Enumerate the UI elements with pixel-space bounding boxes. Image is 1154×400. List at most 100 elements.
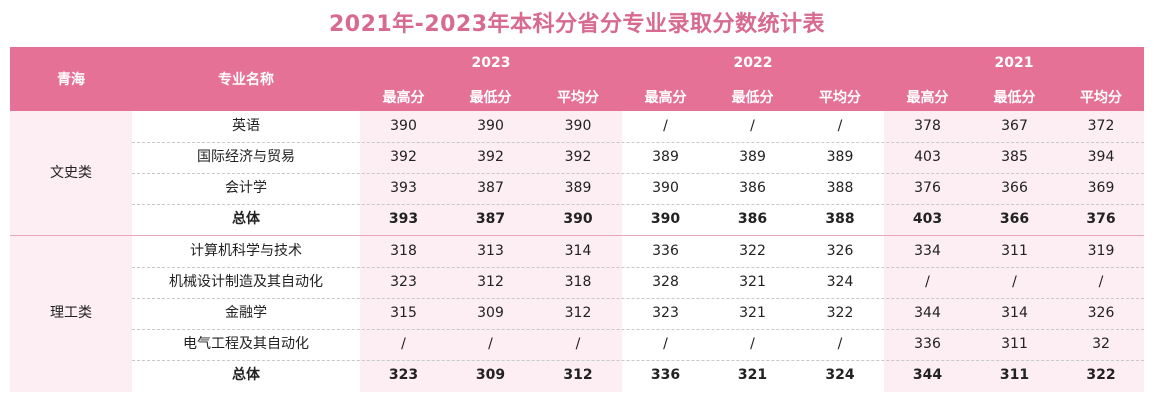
score-cell: 344 [914, 305, 941, 321]
table-row: 机械设计制造及其自动化 323 312 318 328 321 324 / / / [10, 267, 1144, 298]
score-cell: 393 [388, 211, 419, 227]
major-cell: 英语 [232, 118, 260, 134]
score-cell: 393 [390, 180, 417, 196]
score-cell: 389 [739, 149, 766, 165]
score-cell: 366 [999, 211, 1030, 227]
score-cell: 336 [650, 367, 681, 383]
score-cell: 389 [652, 149, 679, 165]
score-cell: / [1012, 274, 1017, 290]
score-cell: / [837, 118, 843, 134]
score-cell: 376 [914, 180, 941, 196]
category-label: 文史类 [50, 165, 92, 181]
score-cell: 366 [1001, 180, 1028, 196]
score-cell: 336 [652, 243, 679, 259]
category-label: 理工类 [50, 305, 92, 321]
score-cell: 322 [1086, 367, 1116, 383]
table-row: 计算机科学与技术 318 313 314 336 322 326 334 311 319 [10, 236, 1144, 267]
score-cell: 385 [1001, 149, 1028, 165]
score-cell: 315 [390, 305, 417, 321]
header-2022-avg: 平均分 [819, 90, 861, 106]
score-cell: / [1098, 274, 1104, 290]
score-cell: 326 [826, 243, 854, 259]
table-row: 电气工程及其自动化 / / / / / / 336 311 32 [10, 329, 1144, 360]
score-cell: 392 [564, 149, 592, 165]
score-cell: 387 [475, 211, 506, 227]
score-cell: 336 [914, 336, 941, 352]
table-header: 青海 专业名称 2023 2022 2021 最高分 最低分 平均分 最高分 最… [10, 47, 1144, 111]
score-cell: 321 [739, 305, 766, 321]
score-cell: / [663, 336, 668, 352]
major-cell: 计算机科学与技术 [190, 243, 302, 259]
score-cell: 386 [739, 180, 766, 196]
header-2021-avg: 平均分 [1080, 90, 1122, 106]
header-year-2022: 2022 [733, 55, 773, 71]
score-cell: 392 [390, 149, 417, 165]
score-cell: 309 [475, 367, 506, 383]
score-cell: 322 [739, 243, 766, 259]
score-cell: 323 [390, 274, 417, 290]
score-cell: 311 [999, 367, 1030, 383]
major-cell: 总体 [232, 211, 260, 227]
score-cell: 403 [914, 149, 941, 165]
table-row: 英语 390 390 390 / / / 378 367 372 [10, 111, 1144, 142]
major-cell: 国际经济与贸易 [197, 149, 295, 165]
score-cell: 372 [1087, 118, 1115, 134]
score-cell: 314 [1001, 305, 1028, 321]
score-cell: 318 [564, 274, 592, 290]
score-cell: 392 [477, 149, 504, 165]
score-cell: 323 [388, 367, 419, 383]
score-cell: 326 [1087, 305, 1115, 321]
score-cell: 390 [390, 118, 417, 134]
score-cell: 312 [564, 305, 592, 321]
major-cell: 金融学 [225, 305, 267, 321]
year-2021-band [884, 111, 1144, 392]
score-cell: 390 [650, 211, 681, 227]
header-2023-min: 最低分 [469, 90, 512, 106]
table-row: 国际经济与贸易 392 392 392 389 389 389 403 385 394 [10, 142, 1144, 173]
score-cell: 386 [737, 211, 768, 227]
row-divider [132, 360, 1144, 361]
score-cell: 328 [652, 274, 679, 290]
score-cell: / [401, 336, 406, 352]
score-cell: 389 [564, 180, 592, 196]
major-cell: 总体 [232, 367, 260, 383]
header-2023-max: 最高分 [382, 90, 425, 106]
table-row: 金融学 315 309 312 323 321 322 344 314 326 [10, 298, 1144, 329]
score-cell: 378 [914, 118, 941, 134]
major-cell: 会计学 [225, 180, 267, 196]
score-cell: 321 [737, 367, 768, 383]
row-divider [132, 329, 1144, 330]
score-cell: / [750, 118, 755, 134]
score-cell: 319 [1087, 243, 1115, 259]
score-cell: 324 [825, 367, 855, 383]
major-cell: 电气工程及其自动化 [183, 336, 309, 352]
score-cell: 314 [564, 243, 592, 259]
score-cell: 389 [826, 149, 854, 165]
table-row: 总体 323 309 312 336 321 324 344 311 322 [10, 360, 1144, 391]
score-cell: 318 [390, 243, 417, 259]
score-cell: 324 [826, 274, 854, 290]
row-divider [132, 267, 1144, 268]
score-cell: / [837, 336, 843, 352]
score-cell: 334 [914, 243, 941, 259]
score-cell: 309 [477, 305, 504, 321]
score-cell: 323 [652, 305, 679, 321]
score-cell: 312 [563, 367, 593, 383]
score-cell: 403 [912, 211, 943, 227]
score-cell: 311 [1001, 336, 1028, 352]
score-cell: 311 [1001, 243, 1028, 259]
score-cell: 390 [652, 180, 679, 196]
header-year-2021: 2021 [994, 55, 1034, 71]
header-2021-max: 最高分 [906, 90, 949, 106]
score-cell: 390 [563, 211, 593, 227]
row-divider [132, 173, 1144, 174]
score-cell: 394 [1087, 149, 1115, 165]
score-cell: / [663, 118, 668, 134]
page-title: 2021年-2023年本科分省分专业录取分数统计表 [328, 12, 826, 37]
header-2023-avg: 平均分 [557, 90, 599, 106]
header-province: 青海 [57, 72, 85, 88]
header-2021-min: 最低分 [993, 90, 1036, 106]
group-separator [10, 235, 1144, 236]
year-2023-band [360, 111, 622, 392]
header-2022-max: 最高分 [644, 90, 687, 106]
